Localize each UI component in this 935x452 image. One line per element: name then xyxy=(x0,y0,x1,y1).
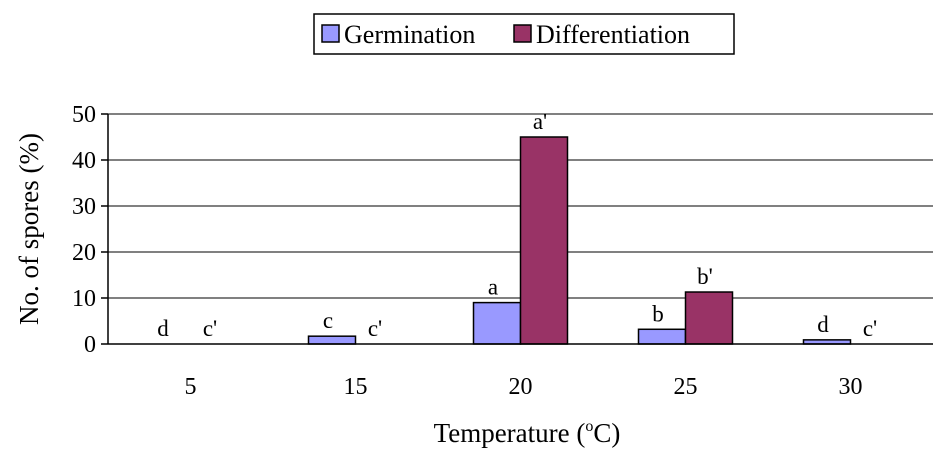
bar-label: c xyxy=(323,308,333,333)
x-axis-title-sup: o xyxy=(585,418,593,435)
legend-swatch-germination xyxy=(321,24,340,43)
bar-differentiation xyxy=(684,291,734,345)
bar-germination xyxy=(307,335,357,345)
y-tick-label: 40 xyxy=(72,148,96,174)
x-tick-label: 25 xyxy=(674,374,698,400)
bar-label: b' xyxy=(697,264,713,289)
y-tick-label: 50 xyxy=(72,102,96,128)
bar-differentiation xyxy=(519,136,569,345)
x-axis-title-main: Temperature ( xyxy=(434,418,586,448)
legend-label-germination: Germination xyxy=(344,20,475,49)
bars xyxy=(307,136,852,345)
legend-label-differentiation: Differentiation xyxy=(536,20,690,49)
bar-label: a' xyxy=(533,109,547,134)
bar-label: c' xyxy=(203,316,217,341)
x-tick-label: 5 xyxy=(185,374,197,400)
bar-germination xyxy=(637,328,687,345)
x-axis-title-end: C) xyxy=(593,418,620,448)
bar-label: d xyxy=(817,312,829,337)
legend-swatch-differentiation xyxy=(513,24,532,43)
x-tick-label: 15 xyxy=(344,374,368,400)
bar-label: a xyxy=(488,275,498,300)
y-tick-labels: 0 10 20 30 40 50 xyxy=(72,102,96,358)
y-tick-label: 30 xyxy=(72,194,96,220)
y-axis-title: No. of spores (%) xyxy=(14,133,44,325)
x-tick-labels: 5 15 20 25 30 xyxy=(185,374,863,400)
bar-label: b xyxy=(652,301,664,326)
x-tick-label: 20 xyxy=(509,374,533,400)
bar-label: c' xyxy=(368,316,382,341)
y-tick-label: 20 xyxy=(72,240,96,266)
bar-label: d xyxy=(157,316,169,341)
y-tick-label: 0 xyxy=(84,332,96,358)
bar-labels: d c' c c' a a' b b' d c' xyxy=(157,109,877,341)
y-tick-label: 10 xyxy=(72,286,96,312)
bar-germination xyxy=(472,301,522,345)
x-tick-label: 30 xyxy=(839,374,863,400)
bar-label: c' xyxy=(863,316,877,341)
legend: Germination Differentiation xyxy=(313,13,735,55)
x-axis-title: Temperature (oC) xyxy=(434,418,621,448)
